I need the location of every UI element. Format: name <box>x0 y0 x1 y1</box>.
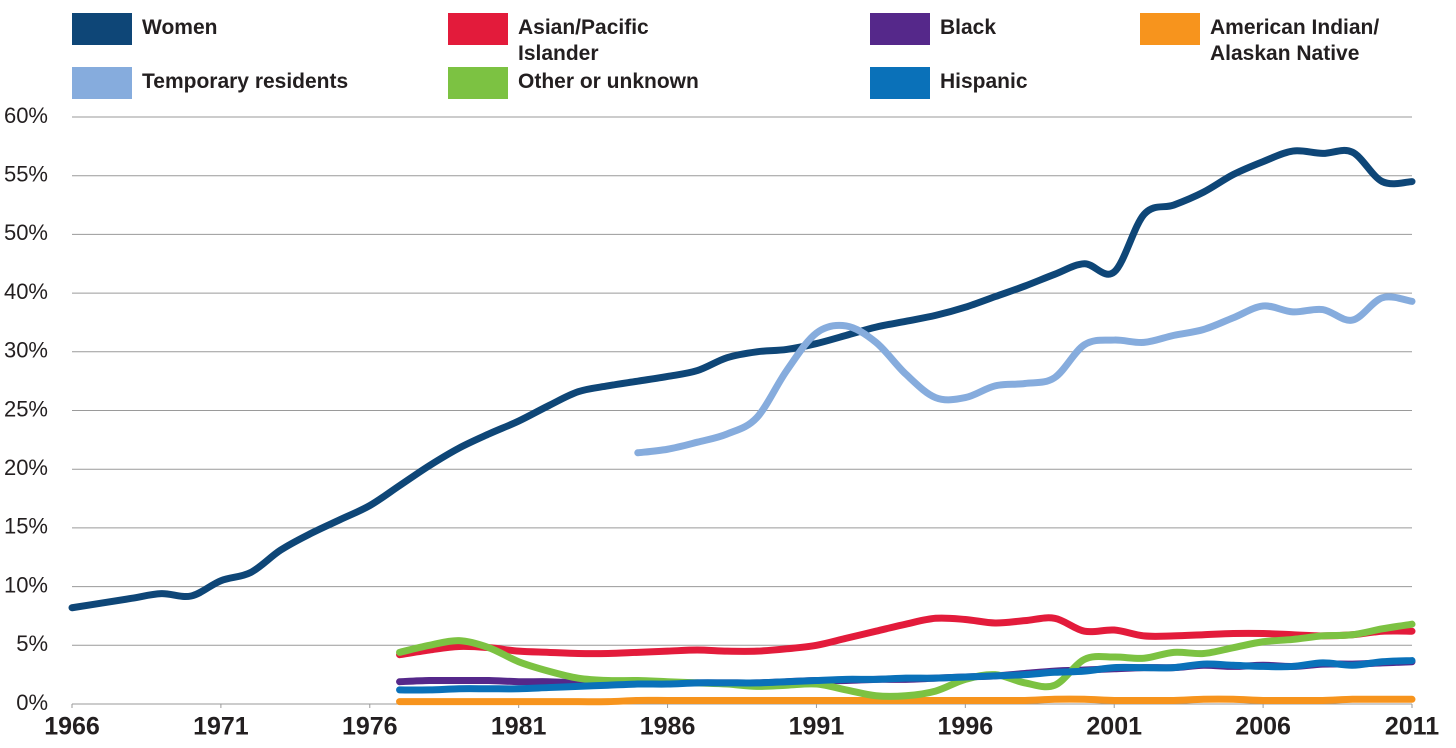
line-series <box>634 293 1416 457</box>
y-tick-label: 40% <box>4 279 48 304</box>
legend-item: Other or unknown <box>448 67 728 99</box>
legend-swatch <box>1140 13 1200 45</box>
legend-label: Black <box>940 16 997 39</box>
legend-item: American Indian/ Alaskan Native <box>1140 13 1420 67</box>
legend-swatch <box>72 67 132 99</box>
legend-item: Hispanic <box>870 67 1150 99</box>
legend-swatch <box>448 13 508 45</box>
line-series <box>396 620 1416 700</box>
y-tick-label: 50% <box>4 220 48 245</box>
legend-label: Asian/Pacific Islander <box>518 16 649 65</box>
line-series <box>396 657 1416 694</box>
y-tick-label: 10% <box>4 572 48 597</box>
legend-item: Black <box>870 13 1150 45</box>
legend-item: Women <box>72 13 352 45</box>
x-tick-label: 1996 <box>938 713 994 741</box>
y-tick-label: 0% <box>16 690 48 715</box>
legend-item: Temporary residents <box>72 67 352 99</box>
y-tick-label: 15% <box>4 514 48 539</box>
plot-area <box>68 146 1416 706</box>
legend-swatch <box>870 67 930 99</box>
grid: 0% 5% 10% 15% 20% 25% 30% 40% 50% 55% 60% 1966 1971 1… <box>4 103 1439 741</box>
x-tick-label: 2001 <box>1086 713 1142 741</box>
legend-label: American Indian/ Alaskan Native <box>1210 16 1380 65</box>
line-series <box>68 146 1416 612</box>
y-tick-label: 55% <box>4 162 48 187</box>
legend-label: Other or unknown <box>518 70 699 93</box>
x-tick-label: 2011 <box>1385 713 1439 741</box>
y-tick-label: 25% <box>4 396 48 421</box>
x-tick-label: 1971 <box>193 713 249 741</box>
x-tick-label: 1981 <box>491 713 547 741</box>
y-tick-label: 5% <box>16 631 48 656</box>
line-series <box>396 614 1416 659</box>
legend-label: Women <box>142 16 218 39</box>
legend-swatch <box>870 13 930 45</box>
x-tick-label: 1991 <box>789 713 845 741</box>
y-tick-label: 30% <box>4 338 48 363</box>
y-tick-label: 60% <box>4 103 48 128</box>
legend-swatch <box>72 13 132 45</box>
legend-label: Hispanic <box>940 70 1028 93</box>
line-series <box>396 695 1416 706</box>
y-tick-label: 20% <box>4 455 48 480</box>
legend-item: Asian/Pacific Islander <box>448 13 728 67</box>
x-tick-label: 1966 <box>44 713 100 741</box>
x-tick-label: 2006 <box>1235 713 1291 741</box>
legend-label: Temporary residents <box>142 70 349 93</box>
x-tick-label: 1986 <box>640 713 696 741</box>
x-tick-label: 1976 <box>342 713 398 741</box>
legend-swatch <box>448 67 508 99</box>
